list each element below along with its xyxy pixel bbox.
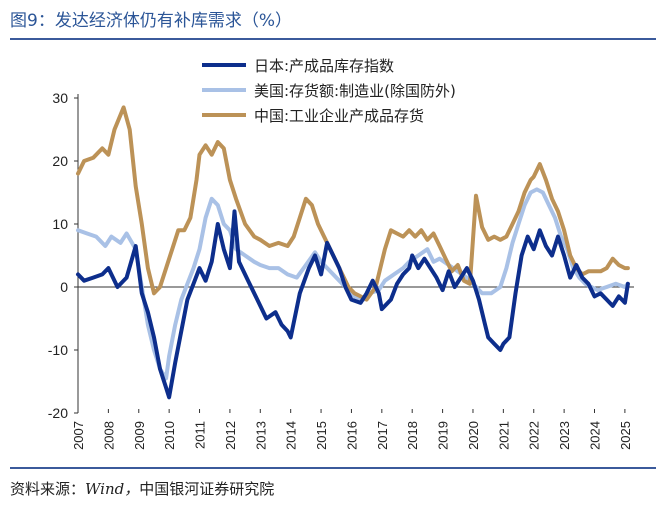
x-tick-label: 2013 xyxy=(253,421,268,450)
x-tick-label: 2016 xyxy=(344,421,359,450)
y-tick-label: 10 xyxy=(52,216,68,232)
x-tick-label: 2023 xyxy=(557,421,572,450)
y-tick-label: 0 xyxy=(60,279,68,295)
x-tick-label: 2008 xyxy=(101,421,116,450)
x-tick-label: 2014 xyxy=(284,421,299,450)
legend-label: 美国:存货额:制造业(除国防外) xyxy=(254,82,456,100)
series-line-1 xyxy=(76,187,630,381)
source-note: 资料来源：Wind，中国银河证券研究院 xyxy=(10,478,274,499)
x-tick-label: 2024 xyxy=(588,421,603,450)
source-org: 中国银河证券研究院 xyxy=(139,480,275,498)
x-tick-label: 2018 xyxy=(405,421,420,450)
x-tick-label: 2025 xyxy=(618,421,633,450)
x-tick-label: 2015 xyxy=(314,421,329,450)
x-tick-label: 2010 xyxy=(162,421,177,450)
x-axis: 2007 2008 2009 2010 2011 2012 2013 2014 2015 2016… xyxy=(71,409,633,450)
x-tick-label: 2022 xyxy=(527,421,542,450)
x-tick-label: 2017 xyxy=(375,421,390,450)
series-line-2 xyxy=(76,105,630,302)
y-tick-label: 20 xyxy=(52,153,68,169)
bottom-rule xyxy=(10,467,656,469)
legend-label: 日本:产成品库存指数 xyxy=(254,57,394,75)
figure-title: 图9：发达经济体仍有补库需求（%） xyxy=(10,11,292,31)
x-tick-label: 2020 xyxy=(466,421,481,450)
series-line-0 xyxy=(76,209,630,400)
y-tick-label: 30 xyxy=(52,90,68,106)
source-label: 资料来源： xyxy=(10,480,86,498)
legend-label: 中国:工业企业产成品存货 xyxy=(254,107,424,125)
y-axis: 30 20 10 0 -10 -20 xyxy=(48,90,78,421)
x-tick-label: 2007 xyxy=(71,421,86,450)
source-latin: Wind， xyxy=(85,480,140,498)
x-tick-label: 2021 xyxy=(496,421,511,450)
top-rule xyxy=(10,38,656,40)
x-tick-label: 2012 xyxy=(223,421,238,450)
y-tick-label: -20 xyxy=(48,405,68,421)
x-tick-label: 2009 xyxy=(132,421,147,450)
y-tick-label: -10 xyxy=(48,342,68,358)
x-tick-label: 2019 xyxy=(436,421,451,450)
x-tick-label: 2011 xyxy=(193,421,208,449)
series-layer xyxy=(76,105,630,400)
